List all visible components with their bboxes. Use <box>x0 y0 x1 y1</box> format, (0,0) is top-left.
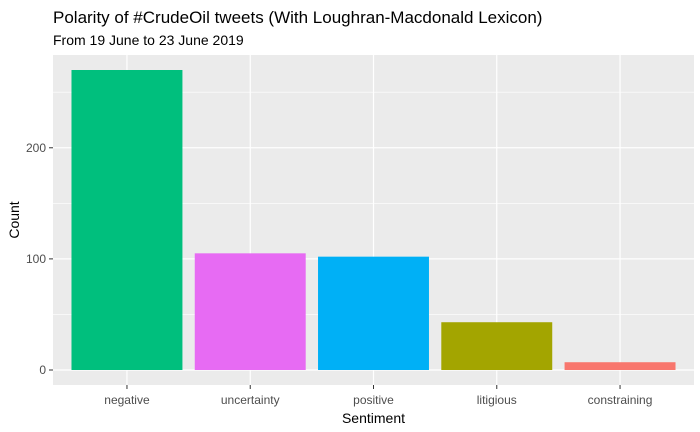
x-tick-label: positive <box>353 393 394 407</box>
x-tick-label: negative <box>104 393 150 407</box>
bar-uncertainty <box>194 253 306 370</box>
y-axis: 0 100 200 <box>26 141 53 377</box>
bar-negative <box>71 70 183 370</box>
y-tick-label: 0 <box>39 363 46 377</box>
chart-subtitle: From 19 June to 23 June 2019 <box>53 32 244 48</box>
bars <box>71 70 676 370</box>
x-tick-label: uncertainty <box>221 393 280 407</box>
y-axis-title: Count <box>6 201 22 238</box>
chart-title: Polarity of #CrudeOil tweets (With Lough… <box>53 8 542 27</box>
x-axis-title: Sentiment <box>342 410 405 426</box>
x-tick-label: litigious <box>477 393 517 407</box>
x-tick-label: constraining <box>588 393 653 407</box>
bar-litigious <box>441 322 553 370</box>
x-axis: negative uncertainty positive litigious cons… <box>104 385 652 407</box>
y-tick-label: 100 <box>26 252 46 266</box>
bar-constraining <box>564 362 676 370</box>
bar-positive <box>318 256 429 370</box>
y-tick-label: 200 <box>26 141 46 155</box>
